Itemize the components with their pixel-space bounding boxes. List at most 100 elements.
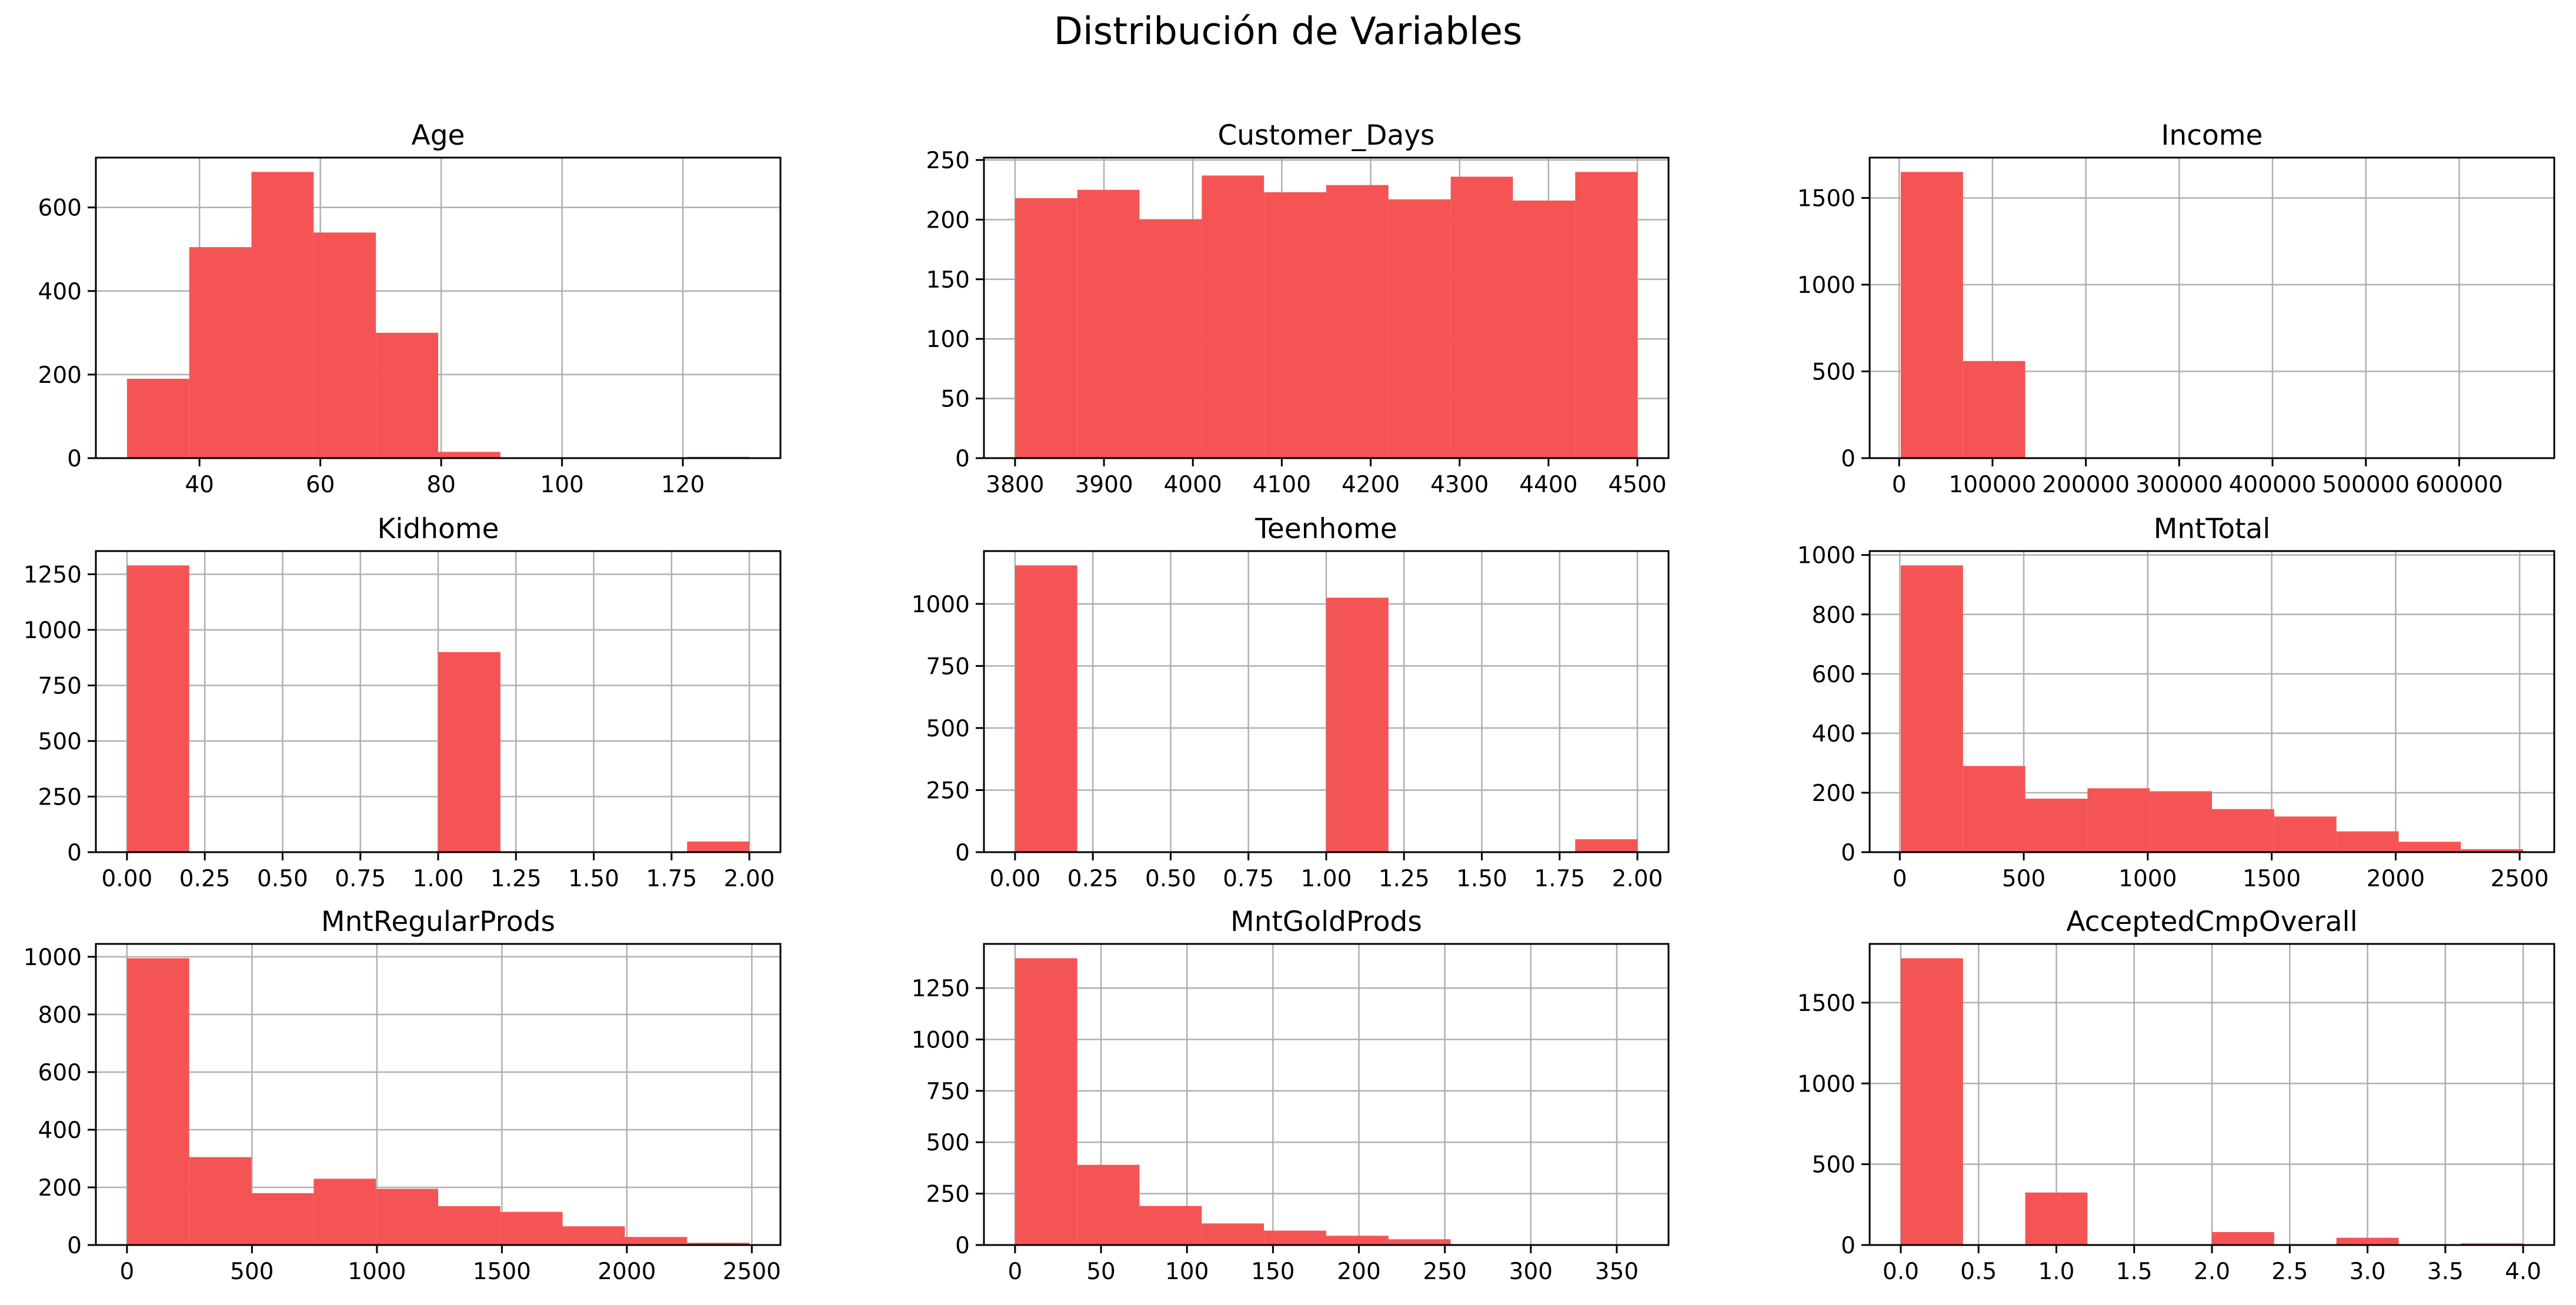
x-tick-label: 100 [1165,1259,1209,1285]
x-tick-label: 200 [1337,1259,1380,1285]
subplot-9: AcceptedCmpOverall 0.0 0.5 1.0 1.5 2.0 2.5 3.0 3… [1797,906,2555,1285]
axes-frame [1868,550,2555,853]
y-tick-label: 250 [38,785,82,811]
y-tick-label: 0 [1841,840,1856,866]
y-tick-label: 0 [1841,1233,1856,1259]
y-tick-label: 1500 [1797,990,1856,1017]
x-tick-label: 1.75 [646,866,697,892]
x-tick-label: 1.0 [2038,1259,2074,1285]
histogram-bar [1015,958,1077,1245]
x-tick-label: 100 [540,472,583,498]
y-tick-label: 200 [38,362,82,389]
x-tick-label: 1.00 [1301,866,1352,892]
axes-frame [983,943,1670,1246]
x-tick-label: 4200 [1342,472,1400,498]
y-tick-label: 50 [940,386,970,413]
histogram-bar [251,172,314,458]
x-tick-label: 200000 [2042,472,2130,498]
x-tick-label: 0.00 [989,866,1040,892]
subplot-1: Age 40 60 80 100 120 0 200 400 600 [38,119,782,498]
y-tick-label: 0 [67,1233,82,1259]
histogram-bar [2461,849,2524,852]
x-tick-label: 3.5 [2427,1259,2464,1285]
y-tick-label: 750 [926,653,970,680]
y-tick-label: 1000 [24,944,82,971]
histogram-bar [625,1237,688,1245]
subplot-2: Customer_Days 3800 3900 4000 4100 4200 4300 440… [926,119,1670,498]
y-tick-label: 0 [955,840,970,866]
y-tick-label: 200 [926,207,970,233]
histogram-bar [376,1189,438,1245]
x-tick-label: 500 [2002,866,2046,892]
histogram-bar [438,1206,500,1245]
subplot-8: MntGoldProds 0 50 100 150 200 250 300 350 0 250 500… [912,906,1670,1285]
x-tick-label: 0 [1007,1259,1022,1285]
histogram-bar [126,958,189,1245]
x-tick-label: 0 [1893,866,1907,892]
y-tick-label: 1000 [912,592,970,618]
y-tick-label: 250 [926,148,970,174]
x-tick-label: 0.5 [1960,1259,1997,1285]
subplot-title: MntTotal [2154,513,2271,545]
histogram-bar [2150,791,2212,852]
histogram-bar [1139,219,1202,458]
x-tick-label: 3800 [986,472,1044,498]
subplot-title: MntGoldProds [1230,906,1422,938]
x-tick-label: 2.0 [2194,1259,2230,1285]
histogram-bar [1450,176,1513,458]
y-tick-label: 500 [926,1130,970,1156]
x-tick-label: 0.25 [1067,866,1119,892]
axes-frame [1868,156,2555,459]
histogram-bar [2212,1232,2274,1245]
y-tick-label: 800 [1812,602,1856,629]
histogram-bar [1202,1223,1264,1245]
histogram-bar [562,1226,625,1245]
histogram-bar [2398,842,2461,852]
subplot-title: Age [412,119,465,152]
y-tick-label: 0 [67,840,82,866]
y-tick-label: 500 [1812,359,1856,386]
histogram-bar [1388,1239,1451,1245]
histogram-bar [251,1193,314,1245]
subplot-5: Teenhome 0.00 0.25 0.50 0.75 1.00 1.25 1.50 1.75… [912,513,1670,892]
x-tick-label: 2.5 [2271,1259,2308,1285]
histogram-bar [2025,1192,2088,1245]
x-tick-label: 500 [230,1259,273,1285]
subplot-title: AcceptedCmpOverall [2066,906,2357,938]
figure-suptitle: Distribución de Variables [1054,10,1523,54]
x-tick-label: 50 [1086,1259,1116,1285]
histogram-bar [1077,1164,1140,1245]
x-tick-label: 4100 [1253,472,1311,498]
histogram-bar [1388,199,1451,458]
y-tick-label: 1000 [912,1027,970,1053]
y-tick-label: 750 [926,1079,970,1105]
y-tick-label: 1500 [1797,186,1856,212]
y-tick-label: 0 [955,446,970,472]
histogram-bar [126,379,189,458]
x-tick-label: 0.50 [257,866,308,892]
x-tick-label: 4000 [1164,472,1222,498]
histogram-bar [1015,565,1077,852]
x-tick-label: 300000 [2135,472,2223,498]
x-tick-label: 2500 [2491,866,2549,892]
x-tick-label: 0.75 [335,866,386,892]
x-tick-label: 400000 [2229,472,2317,498]
y-tick-label: 500 [38,729,82,755]
axes-frame [983,156,1670,459]
histogram-bar [2336,831,2399,852]
x-tick-label: 1.75 [1534,866,1585,892]
axes-frame [95,943,782,1246]
x-tick-label: 1.00 [413,866,464,892]
histogram-bar [1513,201,1576,458]
y-tick-label: 600 [1812,662,1856,688]
x-tick-label: 1000 [348,1259,406,1285]
histogram-bar [687,1243,750,1245]
y-tick-label: 250 [926,777,970,804]
y-tick-label: 600 [38,195,82,222]
histogram-bar [2336,1237,2399,1245]
x-tick-label: 120 [661,472,705,498]
histogram-bar [500,1211,563,1245]
histogram-bar [1900,172,1963,458]
y-tick-label: 1250 [912,976,970,1002]
